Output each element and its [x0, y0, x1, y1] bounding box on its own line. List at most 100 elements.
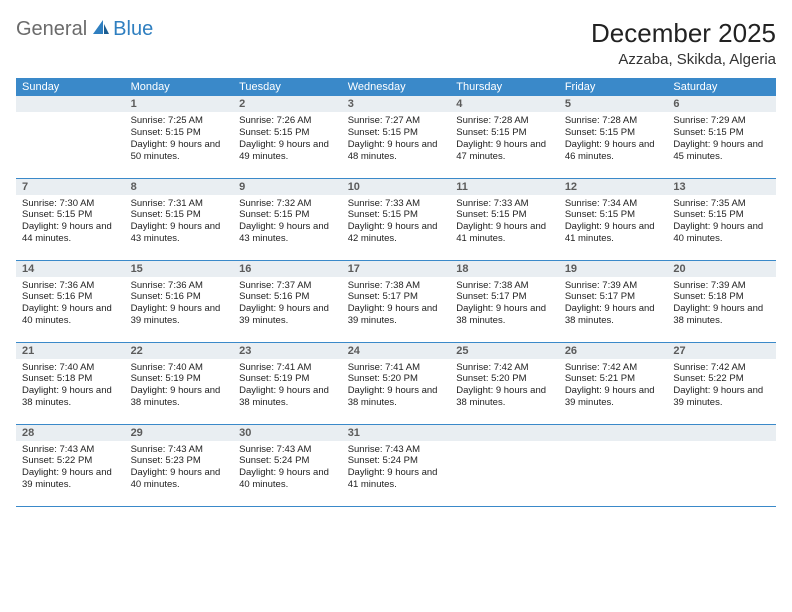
- day-number: 20: [667, 261, 776, 277]
- day-content: Sunrise: 7:30 AMSunset: 5:15 PMDaylight:…: [16, 195, 125, 250]
- daylight-text: Daylight: 9 hours and 46 minutes.: [565, 139, 662, 163]
- sunset-text: Sunset: 5:15 PM: [131, 127, 228, 139]
- weekday-header: Wednesday: [342, 78, 451, 96]
- sunset-text: Sunset: 5:15 PM: [456, 209, 553, 221]
- daylight-text: Daylight: 9 hours and 39 minutes.: [131, 303, 228, 327]
- day-number: 14: [16, 261, 125, 277]
- sunrise-text: Sunrise: 7:40 AM: [131, 362, 228, 374]
- sunrise-text: Sunrise: 7:39 AM: [673, 280, 770, 292]
- sunset-text: Sunset: 5:15 PM: [239, 127, 336, 139]
- day-content: Sunrise: 7:34 AMSunset: 5:15 PMDaylight:…: [559, 195, 668, 250]
- day-content: Sunrise: 7:41 AMSunset: 5:19 PMDaylight:…: [233, 359, 342, 414]
- daylight-text: Daylight: 9 hours and 38 minutes.: [456, 303, 553, 327]
- daylight-text: Daylight: 9 hours and 40 minutes.: [673, 221, 770, 245]
- daylight-text: Daylight: 9 hours and 42 minutes.: [348, 221, 445, 245]
- daylight-text: Daylight: 9 hours and 38 minutes.: [239, 385, 336, 409]
- sunrise-text: Sunrise: 7:26 AM: [239, 115, 336, 127]
- day-content: Sunrise: 7:32 AMSunset: 5:15 PMDaylight:…: [233, 195, 342, 250]
- sunrise-text: Sunrise: 7:29 AM: [673, 115, 770, 127]
- sunrise-text: Sunrise: 7:33 AM: [348, 198, 445, 210]
- calendar-day-cell: 20Sunrise: 7:39 AMSunset: 5:18 PMDayligh…: [667, 260, 776, 342]
- day-number: 6: [667, 96, 776, 112]
- sunset-text: Sunset: 5:16 PM: [22, 291, 119, 303]
- daylight-text: Daylight: 9 hours and 38 minutes.: [456, 385, 553, 409]
- daylight-text: Daylight: 9 hours and 43 minutes.: [131, 221, 228, 245]
- day-content: Sunrise: 7:26 AMSunset: 5:15 PMDaylight:…: [233, 112, 342, 167]
- weekday-header: Sunday: [16, 78, 125, 96]
- calendar-day-cell: 18Sunrise: 7:38 AMSunset: 5:17 PMDayligh…: [450, 260, 559, 342]
- sunrise-text: Sunrise: 7:41 AM: [348, 362, 445, 374]
- calendar-week-row: 14Sunrise: 7:36 AMSunset: 5:16 PMDayligh…: [16, 260, 776, 342]
- day-number: 31: [342, 425, 451, 441]
- calendar-day-cell: 14Sunrise: 7:36 AMSunset: 5:16 PMDayligh…: [16, 260, 125, 342]
- sail-icon: [91, 18, 111, 41]
- calendar-day-cell: 13Sunrise: 7:35 AMSunset: 5:15 PMDayligh…: [667, 178, 776, 260]
- sunrise-text: Sunrise: 7:27 AM: [348, 115, 445, 127]
- day-number: 10: [342, 179, 451, 195]
- daylight-text: Daylight: 9 hours and 38 minutes.: [22, 385, 119, 409]
- logo: General Blue: [16, 18, 153, 41]
- sunrise-text: Sunrise: 7:25 AM: [131, 115, 228, 127]
- sunset-text: Sunset: 5:21 PM: [565, 373, 662, 385]
- calendar-day-cell: 10Sunrise: 7:33 AMSunset: 5:15 PMDayligh…: [342, 178, 451, 260]
- calendar-day-cell: 9Sunrise: 7:32 AMSunset: 5:15 PMDaylight…: [233, 178, 342, 260]
- sunrise-text: Sunrise: 7:34 AM: [565, 198, 662, 210]
- daylight-text: Daylight: 9 hours and 44 minutes.: [22, 221, 119, 245]
- sunrise-text: Sunrise: 7:36 AM: [131, 280, 228, 292]
- daylight-text: Daylight: 9 hours and 38 minutes.: [131, 385, 228, 409]
- calendar-day-cell: 21Sunrise: 7:40 AMSunset: 5:18 PMDayligh…: [16, 342, 125, 424]
- calendar-day-cell: 27Sunrise: 7:42 AMSunset: 5:22 PMDayligh…: [667, 342, 776, 424]
- sunrise-text: Sunrise: 7:35 AM: [673, 198, 770, 210]
- header: General Blue December 2025 Azzaba, Skikd…: [16, 18, 776, 68]
- calendar-week-row: 1Sunrise: 7:25 AMSunset: 5:15 PMDaylight…: [16, 96, 776, 178]
- page-title: December 2025: [591, 18, 776, 49]
- daylight-text: Daylight: 9 hours and 43 minutes.: [239, 221, 336, 245]
- calendar-day-cell: 31Sunrise: 7:43 AMSunset: 5:24 PMDayligh…: [342, 424, 451, 506]
- day-content: Sunrise: 7:33 AMSunset: 5:15 PMDaylight:…: [342, 195, 451, 250]
- day-content: Sunrise: 7:37 AMSunset: 5:16 PMDaylight:…: [233, 277, 342, 332]
- sunset-text: Sunset: 5:15 PM: [22, 209, 119, 221]
- day-content: Sunrise: 7:31 AMSunset: 5:15 PMDaylight:…: [125, 195, 234, 250]
- calendar-day-cell: 3Sunrise: 7:27 AMSunset: 5:15 PMDaylight…: [342, 96, 451, 178]
- day-number: 3: [342, 96, 451, 112]
- daylight-text: Daylight: 9 hours and 47 minutes.: [456, 139, 553, 163]
- day-content: Sunrise: 7:36 AMSunset: 5:16 PMDaylight:…: [125, 277, 234, 332]
- daylight-text: Daylight: 9 hours and 38 minutes.: [348, 385, 445, 409]
- day-number: 22: [125, 343, 234, 359]
- day-number: 25: [450, 343, 559, 359]
- sunset-text: Sunset: 5:15 PM: [239, 209, 336, 221]
- daylight-text: Daylight: 9 hours and 40 minutes.: [239, 467, 336, 491]
- weekday-header: Friday: [559, 78, 668, 96]
- day-number: 27: [667, 343, 776, 359]
- sunrise-text: Sunrise: 7:42 AM: [456, 362, 553, 374]
- weekday-header-row: Sunday Monday Tuesday Wednesday Thursday…: [16, 78, 776, 96]
- sunset-text: Sunset: 5:17 PM: [565, 291, 662, 303]
- day-number: [667, 425, 776, 441]
- sunset-text: Sunset: 5:17 PM: [348, 291, 445, 303]
- day-number: 2: [233, 96, 342, 112]
- day-content: [559, 441, 668, 448]
- sunset-text: Sunset: 5:15 PM: [131, 209, 228, 221]
- daylight-text: Daylight: 9 hours and 40 minutes.: [131, 467, 228, 491]
- day-number: 8: [125, 179, 234, 195]
- calendar-day-cell: 11Sunrise: 7:33 AMSunset: 5:15 PMDayligh…: [450, 178, 559, 260]
- calendar-day-cell: 5Sunrise: 7:28 AMSunset: 5:15 PMDaylight…: [559, 96, 668, 178]
- sunrise-text: Sunrise: 7:28 AM: [565, 115, 662, 127]
- calendar-day-cell: 29Sunrise: 7:43 AMSunset: 5:23 PMDayligh…: [125, 424, 234, 506]
- sunrise-text: Sunrise: 7:28 AM: [456, 115, 553, 127]
- logo-text-blue: Blue: [113, 18, 153, 41]
- sunrise-text: Sunrise: 7:36 AM: [22, 280, 119, 292]
- sunrise-text: Sunrise: 7:40 AM: [22, 362, 119, 374]
- sunset-text: Sunset: 5:24 PM: [239, 455, 336, 467]
- day-number: 5: [559, 96, 668, 112]
- calendar-week-row: 21Sunrise: 7:40 AMSunset: 5:18 PMDayligh…: [16, 342, 776, 424]
- day-number: 29: [125, 425, 234, 441]
- day-number: [16, 96, 125, 112]
- day-number: 23: [233, 343, 342, 359]
- calendar-day-cell: 1Sunrise: 7:25 AMSunset: 5:15 PMDaylight…: [125, 96, 234, 178]
- daylight-text: Daylight: 9 hours and 39 minutes.: [348, 303, 445, 327]
- calendar-day-cell: 26Sunrise: 7:42 AMSunset: 5:21 PMDayligh…: [559, 342, 668, 424]
- calendar-day-cell: [667, 424, 776, 506]
- sunset-text: Sunset: 5:22 PM: [673, 373, 770, 385]
- day-content: Sunrise: 7:33 AMSunset: 5:15 PMDaylight:…: [450, 195, 559, 250]
